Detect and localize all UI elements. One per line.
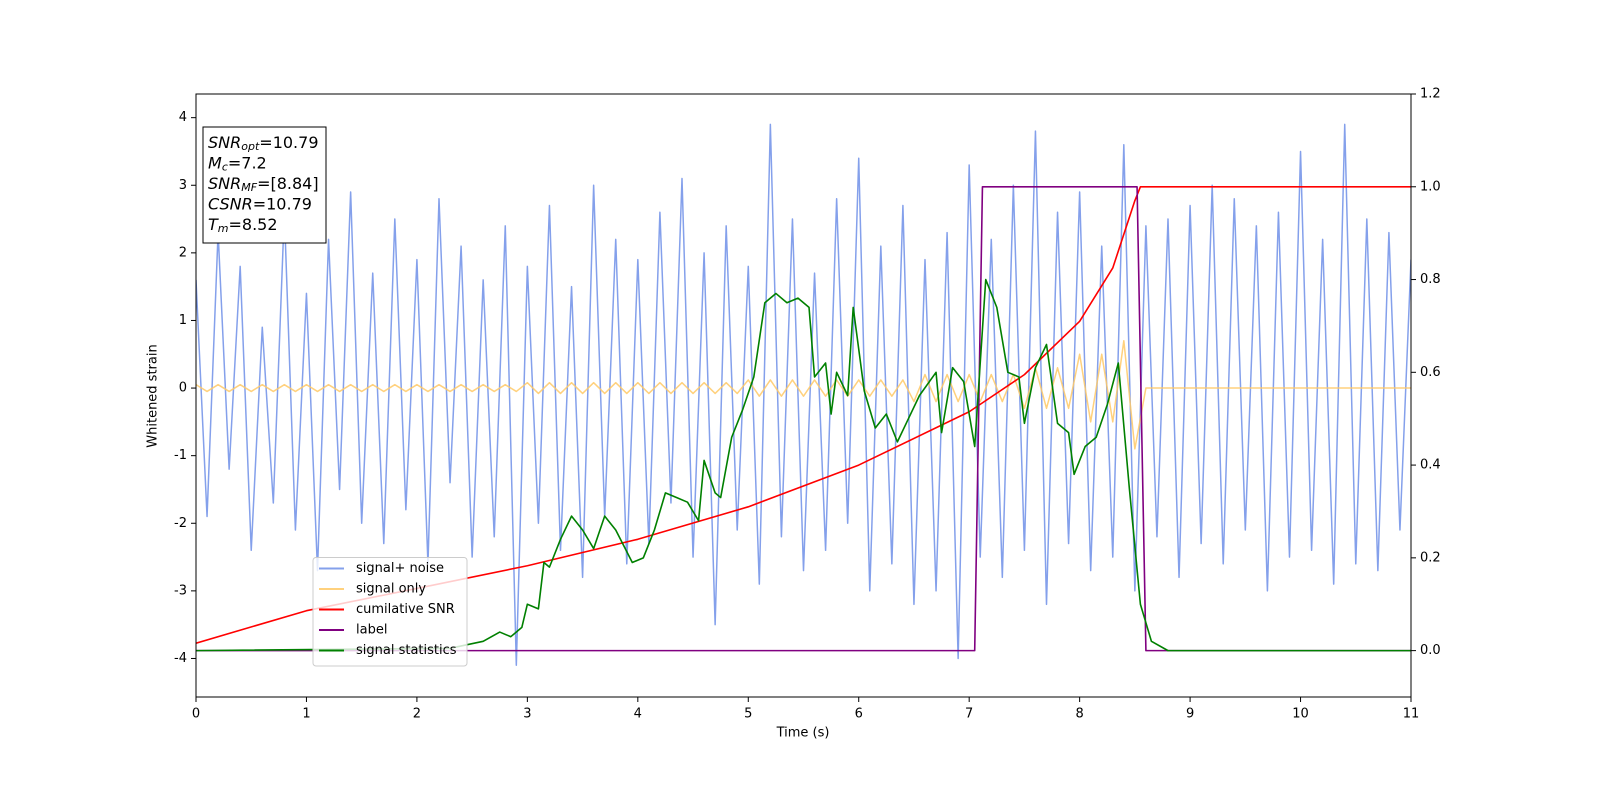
annotation-line: Mc=7.2 xyxy=(208,153,267,174)
x-tick-label: 6 xyxy=(855,707,863,722)
x-tick-label: 2 xyxy=(413,707,421,722)
annotation-symbol: CSNR xyxy=(208,194,253,213)
y-tick-label: -3 xyxy=(174,583,187,598)
x-tick-label: 8 xyxy=(1075,707,1083,722)
x-tick-label: 5 xyxy=(744,707,752,722)
x-tick-label: 7 xyxy=(965,707,973,722)
x-axis-label: Time (s) xyxy=(776,726,830,741)
annotation-subscript: MF xyxy=(241,181,257,194)
y-tick-label: 0 xyxy=(179,381,187,396)
annotation-symbol: SNR xyxy=(208,174,241,193)
y-tick-label: 4 xyxy=(179,110,187,125)
annotation-line: Tm=8.52 xyxy=(208,215,278,236)
series-line xyxy=(196,278,1411,652)
annotation-subscript: opt xyxy=(241,140,260,153)
y2-tick-label: 1.0 xyxy=(1420,179,1441,194)
y2-tick-label: 0.6 xyxy=(1420,365,1441,380)
annotation-symbol: M xyxy=(208,153,222,172)
annotation-symbol: SNR xyxy=(208,133,241,152)
annotation-value: =[8.84] xyxy=(257,174,319,193)
series-line xyxy=(196,123,1411,666)
y2-tick-label: 1.2 xyxy=(1420,87,1441,102)
annotation-line: SNRMF=[8.84] xyxy=(208,174,319,195)
legend-label: label xyxy=(356,623,387,638)
x-tick-label: 0 xyxy=(192,707,200,722)
y-axis-label: Whitened strain xyxy=(146,344,161,447)
legend-box xyxy=(312,557,468,667)
y-tick-label: -1 xyxy=(174,448,187,463)
annotation-subscript: m xyxy=(218,222,229,235)
x-tick-label: 3 xyxy=(523,707,531,722)
y-tick-label: 2 xyxy=(179,245,187,260)
y-tick-label: -4 xyxy=(174,651,187,666)
annotation-value: =10.79 xyxy=(253,194,312,213)
legend-label: signal+ noise xyxy=(356,561,444,576)
y2-tick-label: 0.2 xyxy=(1420,550,1441,565)
plot-frame xyxy=(195,93,1412,698)
y-tick-label: 3 xyxy=(179,178,187,193)
y2-tick-label: 0.8 xyxy=(1420,272,1441,287)
y-tick-label: -2 xyxy=(174,516,187,531)
annotation-subscript: c xyxy=(222,161,228,174)
annotation-value: =10.79 xyxy=(259,133,318,152)
y2-tick-label: 0.0 xyxy=(1420,643,1441,658)
annotation-value: =7.2 xyxy=(228,153,267,172)
series-line xyxy=(196,339,1411,450)
y-tick-label: 1 xyxy=(179,313,187,328)
y2-tick-label: 0.4 xyxy=(1420,458,1441,473)
x-tick-label: 4 xyxy=(634,707,642,722)
annotation-box xyxy=(202,126,327,244)
x-tick-label: 9 xyxy=(1186,707,1194,722)
legend-label: signal only xyxy=(356,582,426,597)
annotation-symbol: T xyxy=(208,215,219,234)
annotation-value: =8.52 xyxy=(229,215,278,234)
legend-label: signal statistics xyxy=(356,643,457,658)
legend-label: cumilative SNR xyxy=(356,602,455,617)
x-tick-label: 11 xyxy=(1403,707,1420,722)
annotation-line: CSNR=10.79 xyxy=(208,194,312,213)
annotation-line: SNRopt=10.79 xyxy=(208,133,319,154)
x-tick-label: 1 xyxy=(302,707,310,722)
x-tick-label: 10 xyxy=(1292,707,1309,722)
